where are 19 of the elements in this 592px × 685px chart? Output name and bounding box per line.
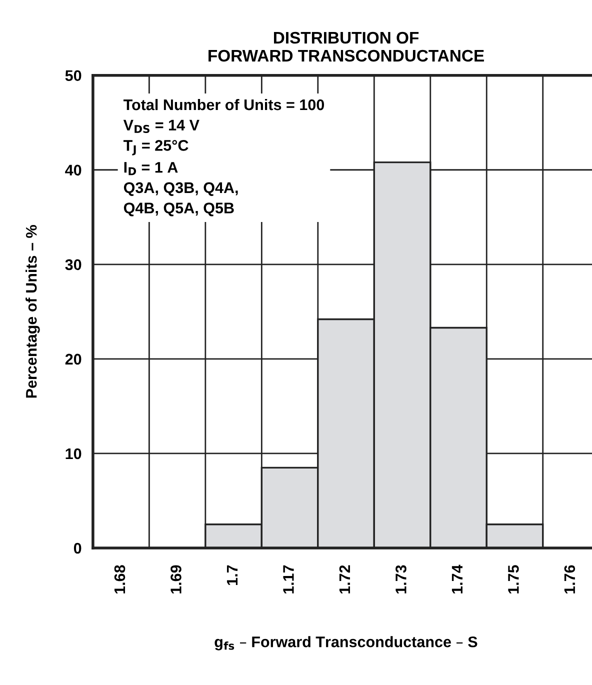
x-tick-label: 1.74 [452, 564, 462, 594]
x-tick-label: 1.73 [396, 565, 406, 594]
x-tick-label: 1.7 [226, 565, 238, 585]
y-tick-label: 40 [65, 164, 82, 176]
x-tick-label: 1.68 [114, 565, 126, 594]
x-tick-label: 1.17 [283, 565, 294, 594]
x-tick-label: 1.76 [564, 565, 576, 594]
x-axis-title: g$_{fs}$ – Forward Transconductance – S [214, 636, 478, 650]
text: Total Number of Units = 100 V$_{DS}$ = 14 V T$_{J}$ = 25°C I$_{D}$ = 1 A Q3A, Q3B, Q4A, Q4B, Q5A, Q5B [123, 98, 324, 216]
y-tick-label: 50 [65, 70, 82, 82]
chart-title: DISTRIBUTION OF FORWARD TRANSCONDUCTANCE [208, 32, 484, 62]
y-tick-label: 0 [74, 542, 82, 554]
x-tick-label: 1.69 [170, 565, 182, 594]
y-tick-label: 30 [65, 259, 82, 270]
y-tick-label: 10 [66, 448, 82, 460]
x-tick-label: 1.75 [508, 565, 519, 594]
x-tick-label: 1.72 [339, 565, 350, 594]
y-axis-title: Percentage of Units – % [26, 225, 40, 398]
y-tick-label: 20 [65, 354, 82, 365]
